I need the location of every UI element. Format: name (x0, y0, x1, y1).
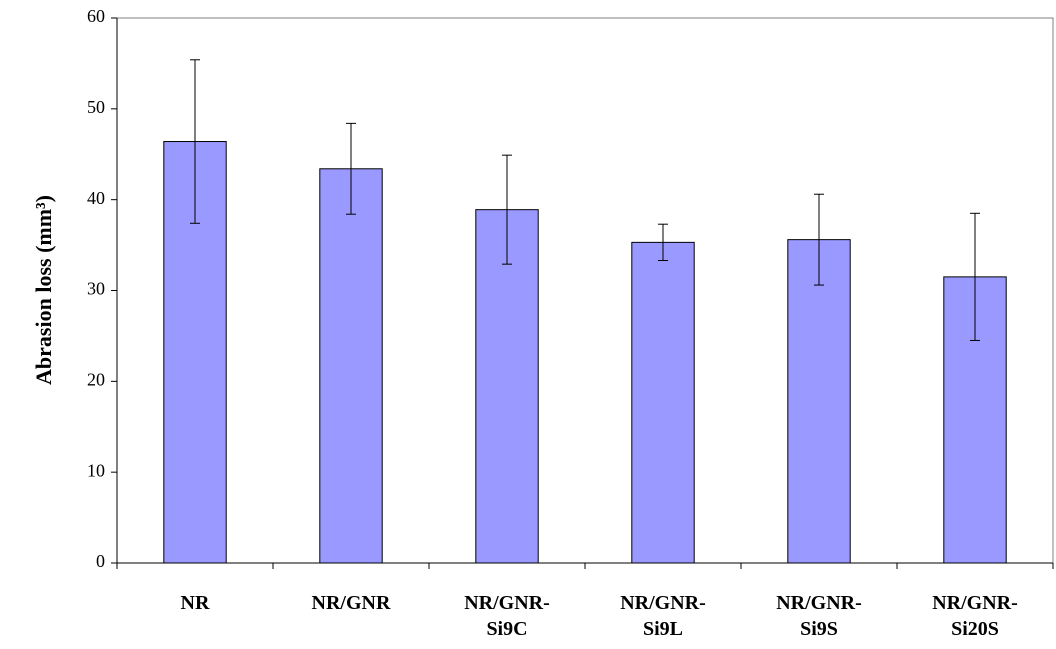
y-tick-label: 20 (87, 369, 105, 389)
bar (631, 241, 695, 564)
bar (475, 209, 539, 564)
error-bar (970, 212, 980, 341)
y-tick-label: 60 (87, 6, 105, 26)
x-tick-label: NR/GNR (311, 592, 391, 614)
bar (787, 239, 851, 564)
y-tick-label: 50 (87, 97, 105, 117)
x-tick-label: NR/GNR-Si9S (776, 592, 862, 640)
y-tick-label: 30 (87, 279, 105, 299)
error-bar (658, 223, 668, 262)
x-tick-label: NR/GNR-Si9C (464, 592, 550, 640)
y-tick-label: 40 (87, 188, 105, 208)
y-tick-label: 0 (96, 551, 105, 571)
error-bar (502, 154, 512, 265)
error-bar (346, 122, 356, 215)
x-tick-label: NR/GNR-Si9L (620, 592, 706, 640)
error-bar (190, 59, 200, 224)
bar (319, 168, 383, 564)
y-axis-label: Abrasion loss (mm³) (31, 195, 56, 385)
x-tick-label: NR/GNR-Si20S (932, 592, 1018, 640)
error-bar (814, 193, 824, 286)
y-tick-label: 10 (87, 460, 105, 480)
x-tick-label: NR (180, 592, 210, 614)
plot-frame (116, 17, 1054, 564)
